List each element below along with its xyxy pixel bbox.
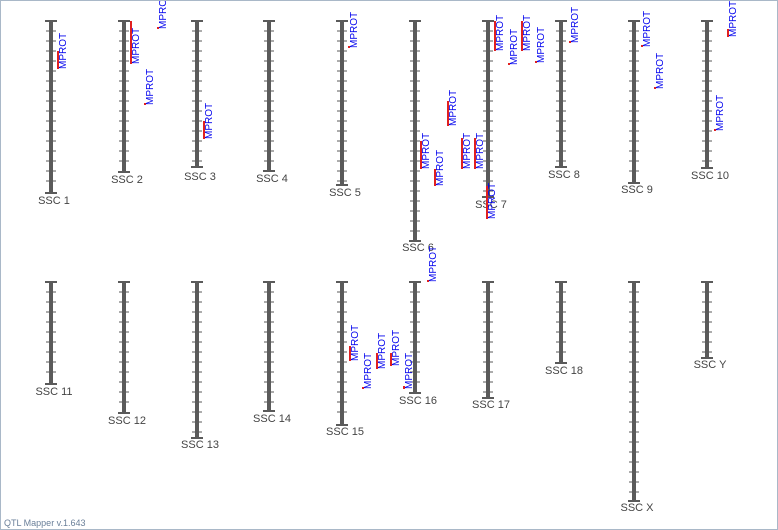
chromosome-label: SSC 5 <box>329 187 361 199</box>
qtl-label: MPROT <box>715 95 726 131</box>
qtl-label: MPROT <box>391 330 402 366</box>
version-footer: QTL Mapper v.1.643 <box>4 518 86 528</box>
qtl-label: MPROT <box>435 150 446 186</box>
chromosome-label: SSC 17 <box>472 399 510 411</box>
qtl-label: MPROT <box>448 90 459 126</box>
chromosome-label: SSC 9 <box>621 184 653 196</box>
qtl-label: MPROT <box>487 183 498 219</box>
chromosome-label: SSC 6 <box>402 242 434 254</box>
qtl-label: MPROT <box>462 133 473 169</box>
qtl-label: MPROT <box>204 103 215 139</box>
chromosome-label: SSC 10 <box>691 170 729 182</box>
qtl-label: MPROT <box>428 246 439 282</box>
qtl-label: MPROT <box>349 12 360 48</box>
chromosome-label: SSC 18 <box>545 365 583 377</box>
chromosome-label: SSC 4 <box>256 173 288 185</box>
qtl-label: MPROT <box>536 27 547 63</box>
chromosome-label: SSC 16 <box>399 395 437 407</box>
chromosome-label: SSC 1 <box>38 195 70 207</box>
qtl-label: MPROT <box>495 15 506 51</box>
qtl-label: MPROT <box>642 11 653 47</box>
qtl-label: MPROT <box>350 325 361 361</box>
qtl-label: MPROT <box>58 33 69 69</box>
chromosome-label: SSC 15 <box>326 426 364 438</box>
chromosome-label: SSC 11 <box>35 386 72 398</box>
qtl-label: MPROT <box>728 1 739 37</box>
qtl-label: MPROT <box>404 353 415 389</box>
qtl-label: MPROT <box>377 333 388 369</box>
qtl-label: MPROT <box>475 133 486 169</box>
qtl-label: MPROT <box>655 53 666 89</box>
chromosome-label: SSC 12 <box>108 415 146 427</box>
qtl-label: MPROT <box>363 353 374 389</box>
chromosome-label: SSC Y <box>694 359 727 371</box>
qtl-label: MPROT <box>131 28 142 64</box>
qtl-label: MPROT <box>421 133 432 169</box>
chromosome-label: SSC 8 <box>548 169 580 181</box>
chromosome-label: SSC 3 <box>184 171 216 183</box>
chromosome-label: SSC 13 <box>181 439 219 451</box>
chromosome-label: SSC X <box>620 502 654 514</box>
qtl-label: MPROT <box>522 15 533 51</box>
qtl-label: MPROT <box>570 7 581 43</box>
chromosome-label: SSC 2 <box>111 174 143 186</box>
qtl-label: MPROT <box>509 29 520 65</box>
qtl-label: MPROT <box>145 69 156 105</box>
qtl-label: MPROT <box>158 1 169 29</box>
chromosome-label: SSC 7 <box>475 199 507 211</box>
chromosome-label: SSC 14 <box>253 413 291 425</box>
